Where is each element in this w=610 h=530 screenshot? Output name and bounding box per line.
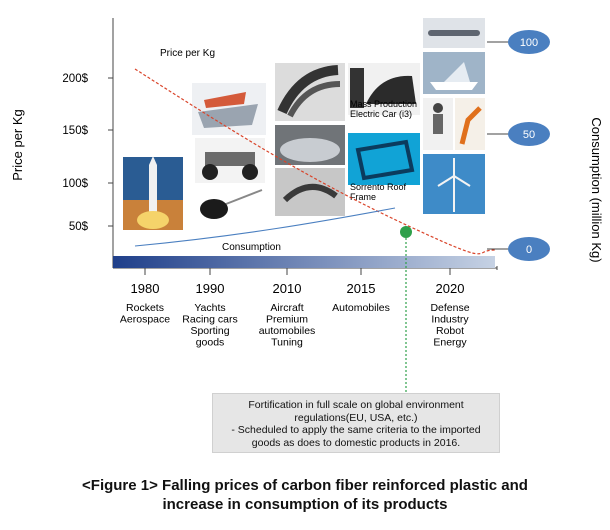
ship-photo bbox=[423, 52, 485, 94]
note-line: - Scheduled to apply the same criteria t… bbox=[231, 424, 481, 436]
premium-car-photo bbox=[275, 125, 345, 165]
electric-car-photo bbox=[348, 63, 420, 115]
x-era-application: Defense bbox=[430, 302, 469, 314]
annotations: Mass Production Electric Car (i3) Sorren… bbox=[350, 99, 417, 202]
y-left-tick-label: 50$ bbox=[69, 221, 89, 233]
x-era-year: 1980 bbox=[131, 281, 160, 296]
x-era-year: 1990 bbox=[196, 281, 225, 296]
x-era-application: Industry bbox=[431, 314, 469, 326]
y-right-badge bbox=[508, 237, 550, 261]
wind-turbine-photo bbox=[423, 154, 485, 214]
note-line: Fortification in full scale on global en… bbox=[248, 399, 464, 411]
x-era-year: 2015 bbox=[347, 281, 376, 296]
x-era-application: Energy bbox=[433, 337, 467, 349]
golf-club-photo bbox=[195, 186, 263, 230]
x-era-application: Robot bbox=[436, 325, 464, 337]
robot-photo bbox=[423, 98, 485, 150]
frame-label: Frame bbox=[350, 192, 376, 202]
yacht-photo bbox=[192, 83, 266, 135]
figure-caption-line-2: increase in consumption of its products bbox=[162, 496, 448, 513]
x-era-application: Premium bbox=[266, 314, 308, 326]
y-right-badge bbox=[508, 30, 550, 54]
photo-panels bbox=[123, 18, 485, 230]
missile-photo bbox=[423, 18, 485, 48]
mass-production-label: Mass Production bbox=[350, 99, 417, 109]
sorrento-label: Sorrento Roof bbox=[350, 182, 407, 192]
y-left-tick-label: 150$ bbox=[62, 125, 88, 137]
consumption-series-line bbox=[134, 207, 396, 247]
price-series-line bbox=[134, 68, 496, 255]
y-left-tick-label: 200$ bbox=[62, 73, 88, 85]
x-era-application: goods bbox=[196, 337, 225, 349]
chart: 200$ 150$ 100$ 50$ Price per Kg Consumption… bbox=[10, 18, 604, 393]
x-era-application: Aerospace bbox=[120, 314, 170, 326]
x-era-application: Yachts bbox=[194, 302, 225, 314]
racing-car-photo bbox=[195, 138, 265, 183]
x-era-application: Automobiles bbox=[332, 302, 390, 314]
x-era-application: Sporting bbox=[190, 325, 229, 337]
x-era-application: Aircraft bbox=[270, 302, 303, 314]
rocket-photo bbox=[123, 156, 183, 230]
x-era-year: 2010 bbox=[273, 281, 302, 296]
x-era-application: Tuning bbox=[271, 337, 303, 349]
timeline-band bbox=[113, 256, 495, 268]
y-left-tick-label: 100$ bbox=[62, 178, 88, 190]
x-era-year: 2020 bbox=[436, 281, 465, 296]
price-series-label: Price per Kg bbox=[160, 48, 215, 59]
note-line: goods as does to domestic products in 20… bbox=[251, 436, 461, 449]
y-right-badge bbox=[508, 122, 550, 146]
regulation-note: Fortification in full scale on global en… bbox=[212, 393, 500, 453]
tuning-part-photo bbox=[275, 168, 345, 216]
roof-frame-photo bbox=[348, 133, 420, 185]
y-right-badge-label: 0 bbox=[526, 244, 532, 256]
x-era-application: Racing cars bbox=[182, 314, 237, 326]
x-era-application: Rockets bbox=[126, 302, 164, 314]
consumption-series-label: Consumption bbox=[222, 242, 281, 253]
note-line: regulations(EU, USA, etc.) bbox=[294, 411, 418, 424]
regulation-marker bbox=[400, 226, 412, 238]
x-era-application: automobiles bbox=[259, 325, 316, 337]
y-left-title: Price per Kg bbox=[10, 109, 25, 181]
y-right-badge-label: 100 bbox=[520, 37, 538, 49]
electric-car-label: Electric Car (i3) bbox=[350, 109, 412, 119]
aircraft-part-photo bbox=[275, 63, 345, 121]
figure-caption-line-1: <Figure 1> Falling prices of carbon fibe… bbox=[82, 477, 528, 494]
y-right-badge-label: 50 bbox=[523, 129, 535, 141]
y-right-title: Consumption (million Kg) bbox=[589, 117, 604, 262]
